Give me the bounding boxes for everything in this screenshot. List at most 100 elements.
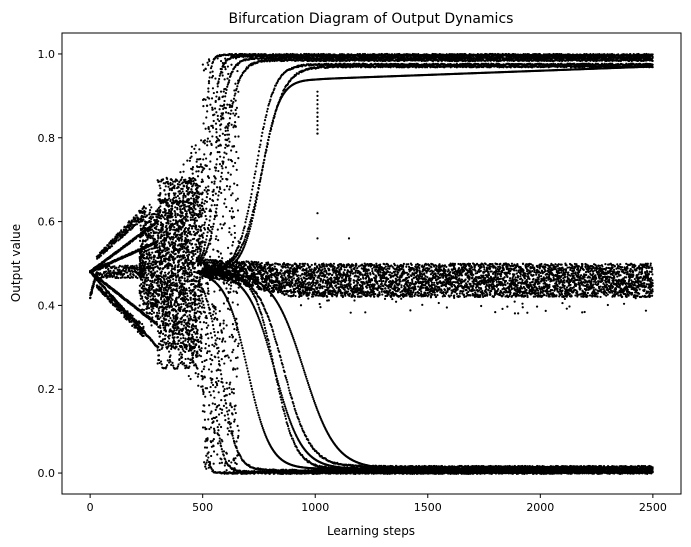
data-point <box>222 156 225 159</box>
data-point <box>207 185 210 188</box>
data-point <box>164 185 167 188</box>
data-point <box>218 74 221 77</box>
data-point <box>247 209 250 212</box>
data-point <box>202 256 205 259</box>
data-point <box>255 165 258 168</box>
data-point <box>255 162 259 165</box>
data-point <box>177 339 180 342</box>
data-point <box>237 251 240 254</box>
data-point <box>203 247 206 250</box>
data-point <box>261 127 265 131</box>
data-point <box>158 184 161 187</box>
data-point <box>265 113 268 117</box>
data-point <box>189 216 192 219</box>
data-point <box>202 232 205 235</box>
data-point <box>204 127 207 130</box>
data-point <box>169 317 172 320</box>
data-point <box>195 196 198 199</box>
data-point <box>157 180 161 183</box>
data-point <box>215 158 219 161</box>
data-point <box>163 337 167 340</box>
data-point <box>205 207 208 210</box>
data-point <box>210 204 213 207</box>
data-point <box>208 76 211 79</box>
data-point <box>249 199 252 202</box>
data-point <box>211 60 215 64</box>
data-point <box>179 179 182 182</box>
data-point <box>204 214 207 218</box>
data-point <box>269 98 272 101</box>
data-point <box>240 73 244 77</box>
data-point <box>234 92 237 95</box>
data-point <box>232 97 236 100</box>
data-point <box>223 99 226 103</box>
data-point <box>232 100 235 104</box>
data-point <box>174 206 177 209</box>
data-point <box>161 179 164 182</box>
data-points <box>89 52 654 475</box>
data-point <box>163 341 166 344</box>
data-point <box>267 102 271 105</box>
data-point <box>206 231 209 234</box>
data-point <box>211 194 215 197</box>
data-point <box>245 215 248 218</box>
data-point <box>172 278 175 281</box>
data-point <box>245 218 248 221</box>
data-point <box>238 249 242 252</box>
data-point <box>219 180 222 183</box>
data-point <box>169 181 172 185</box>
data-point <box>249 196 252 199</box>
data-point <box>192 180 195 183</box>
data-point <box>257 154 260 157</box>
data-point <box>184 205 188 208</box>
data-point <box>211 225 215 228</box>
data-point <box>180 303 183 306</box>
data-point <box>244 221 247 224</box>
data-point <box>165 303 168 306</box>
data-point <box>228 117 232 120</box>
data-point <box>213 217 216 221</box>
data-point <box>209 67 213 70</box>
data-point <box>209 71 212 74</box>
data-point <box>229 74 232 77</box>
data-point <box>223 151 226 154</box>
data-point <box>211 126 215 129</box>
data-point <box>220 171 223 174</box>
data-point <box>220 175 223 178</box>
data-point <box>182 196 185 200</box>
data-point <box>247 206 250 209</box>
data-point <box>651 56 654 59</box>
data-point <box>259 143 262 146</box>
data-point <box>230 109 233 112</box>
data-point <box>181 190 184 193</box>
data-point <box>212 222 215 225</box>
data-point <box>215 204 219 207</box>
data-point <box>240 245 243 249</box>
data-point <box>182 336 185 340</box>
data-point <box>218 77 221 81</box>
data-point <box>234 252 237 255</box>
data-point <box>224 146 227 149</box>
data-point <box>176 194 180 198</box>
data-point <box>258 146 261 149</box>
data-point <box>186 340 190 344</box>
data-point <box>162 182 165 185</box>
data-point <box>168 192 171 195</box>
data-point <box>217 194 220 197</box>
data-point <box>263 122 266 125</box>
data-point <box>208 168 211 171</box>
data-point <box>215 95 218 98</box>
chart-title: Bifurcation Diagram of Output Dynamics <box>229 11 514 27</box>
data-point <box>246 212 249 215</box>
data-point <box>248 203 251 206</box>
data-point <box>207 81 211 85</box>
data-point <box>260 134 263 138</box>
data-point <box>203 221 207 224</box>
data-point <box>240 234 244 238</box>
data-point <box>205 116 208 119</box>
data-point <box>182 324 186 327</box>
data-point <box>159 187 162 190</box>
data-point <box>215 207 218 210</box>
data-point <box>191 185 194 188</box>
data-point <box>213 107 217 110</box>
